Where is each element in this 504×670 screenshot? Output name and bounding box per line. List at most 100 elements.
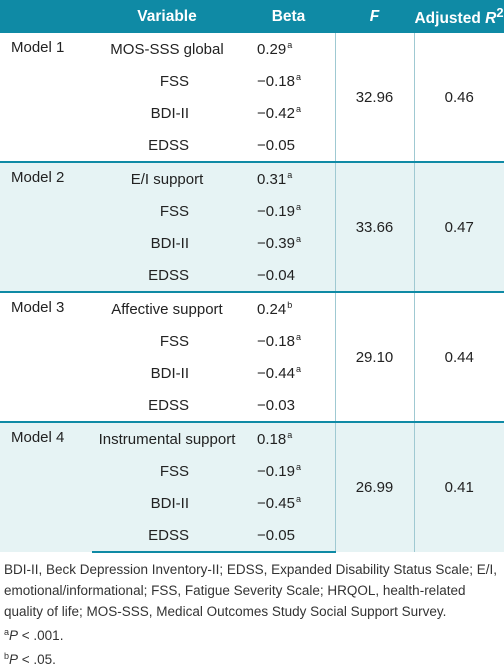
table-row: BDI-II −0.42a	[0, 97, 504, 129]
f-value: 29.10	[335, 291, 415, 422]
variable-cell: E/I support	[92, 161, 242, 195]
variable-cell: FSS	[92, 195, 242, 227]
adjusted-r2-value: 0.47	[414, 161, 504, 292]
table-row: BDI-II −0.44a	[0, 357, 504, 389]
header-adjusted-sup: 2	[496, 4, 504, 20]
model-label: Model 3	[0, 291, 92, 422]
header-adjusted-prefix: Adjusted	[414, 10, 486, 28]
table-row: EDSS −0.05	[0, 129, 504, 162]
header-beta: Beta	[242, 0, 335, 33]
footnote-a: aP < .001.	[4, 622, 500, 646]
beta-cell: 0.18a	[242, 421, 336, 455]
significance-mark: a	[295, 364, 301, 374]
beta-value: 0.18	[257, 431, 287, 448]
f-value: 33.66	[335, 161, 415, 292]
significance-mark: a	[295, 462, 301, 472]
table-row: EDSS −0.05	[0, 519, 504, 553]
beta-cell: 0.24b	[242, 291, 336, 325]
footnote-b: bP < .05.	[4, 646, 500, 670]
f-value: 32.96	[335, 33, 415, 162]
variable-cell: EDSS	[92, 259, 242, 292]
beta-cell: −0.04	[242, 259, 336, 292]
significance-mark: a	[287, 430, 293, 440]
beta-cell: 0.31a	[242, 161, 336, 195]
regression-table: Variable Beta F Adjusted R2 Model 1 MOS-S…	[0, 0, 504, 553]
table-header: Variable Beta F Adjusted R2	[0, 0, 504, 33]
beta-cell: −0.42a	[242, 97, 336, 129]
beta-cell: −0.19a	[242, 455, 336, 487]
model-label: Model 1	[0, 33, 92, 162]
variable-cell: EDSS	[92, 129, 242, 162]
variable-cell: BDI-II	[92, 487, 242, 519]
table-row: Model 3 Affective support 0.24b 29.10 0.44	[0, 291, 504, 422]
adjusted-r2-value: 0.46	[414, 33, 504, 162]
table-row: EDSS −0.03	[0, 389, 504, 422]
table-notes: BDI-II, Beck Depression Inventory-II; ED…	[0, 553, 504, 670]
variable-cell: BDI-II	[92, 97, 242, 129]
header-f: F	[335, 0, 414, 33]
table-row: BDI-II −0.45a	[0, 487, 504, 519]
table-row: FSS −0.19a	[0, 195, 504, 227]
variable-cell: Instrumental support	[92, 421, 242, 455]
adjusted-r2-value: 0.44	[414, 291, 504, 422]
significance-mark: b	[287, 300, 293, 310]
table-body: Model 1 MOS-SSS global 0.29a 32.96 0.46 FSS −0…	[0, 33, 504, 553]
beta-cell: −0.19a	[242, 195, 336, 227]
table-row: FSS −0.19a	[0, 455, 504, 487]
beta-value: −0.44	[257, 365, 295, 382]
beta-cell: −0.03	[242, 389, 336, 422]
beta-value: −0.05	[257, 526, 295, 544]
beta-value: −0.19	[257, 463, 295, 480]
header-variable: Variable	[92, 0, 242, 33]
beta-value: −0.39	[257, 235, 295, 252]
variable-cell: MOS-SSS global	[92, 33, 242, 65]
header-model	[0, 0, 92, 33]
variable-cell: FSS	[92, 325, 242, 357]
beta-value: −0.19	[257, 203, 295, 220]
beta-value: 0.24	[257, 301, 287, 318]
beta-value: −0.05	[257, 136, 295, 154]
beta-value: −0.45	[257, 495, 295, 512]
table-row: BDI-II −0.39a	[0, 227, 504, 259]
variable-cell: EDSS	[92, 519, 242, 553]
beta-value: −0.18	[257, 73, 295, 90]
table-row: Model 2 E/I support 0.31a 33.66 0.47	[0, 161, 504, 292]
beta-cell: −0.18a	[242, 325, 336, 357]
table-row: FSS −0.18a	[0, 325, 504, 357]
beta-value: −0.04	[257, 266, 295, 284]
table-row: FSS −0.18a	[0, 65, 504, 97]
beta-cell: −0.05	[242, 129, 336, 162]
significance-mark: a	[295, 234, 301, 244]
adjusted-r2-value: 0.41	[414, 421, 504, 552]
variable-cell: BDI-II	[92, 357, 242, 389]
abbreviations-note: BDI-II, Beck Depression Inventory-II; ED…	[4, 562, 497, 619]
significance-mark: a	[295, 72, 301, 82]
footnote-a-mark: a	[4, 627, 10, 637]
footnote-a-text: < .001.	[18, 628, 64, 643]
beta-value: −0.03	[257, 396, 295, 414]
footnote-a-p: P	[9, 628, 19, 643]
beta-value: 0.29	[257, 41, 287, 58]
header-f-label: F	[369, 7, 380, 25]
model-label: Model 2	[0, 161, 92, 292]
beta-cell: −0.44a	[242, 357, 336, 389]
beta-cell: −0.45a	[242, 487, 336, 519]
beta-cell: 0.29a	[242, 33, 336, 65]
model-label: Model 4	[0, 421, 92, 552]
footnote-b-mark: b	[4, 651, 10, 661]
significance-mark: a	[295, 104, 301, 114]
significance-mark: a	[287, 170, 293, 180]
beta-cell: −0.18a	[242, 65, 336, 97]
variable-cell: BDI-II	[92, 227, 242, 259]
variable-cell: FSS	[92, 65, 242, 97]
significance-mark: a	[295, 202, 301, 212]
table-row: EDSS −0.04	[0, 259, 504, 292]
beta-cell: −0.05	[242, 519, 336, 553]
beta-value: 0.31	[257, 171, 287, 188]
variable-cell: FSS	[92, 455, 242, 487]
f-value: 26.99	[335, 421, 415, 552]
table-row: Model 1 MOS-SSS global 0.29a 32.96 0.46	[0, 33, 504, 162]
header-adjusted-r2: Adjusted R2	[414, 0, 504, 33]
header-adjusted-r: R	[485, 10, 497, 28]
